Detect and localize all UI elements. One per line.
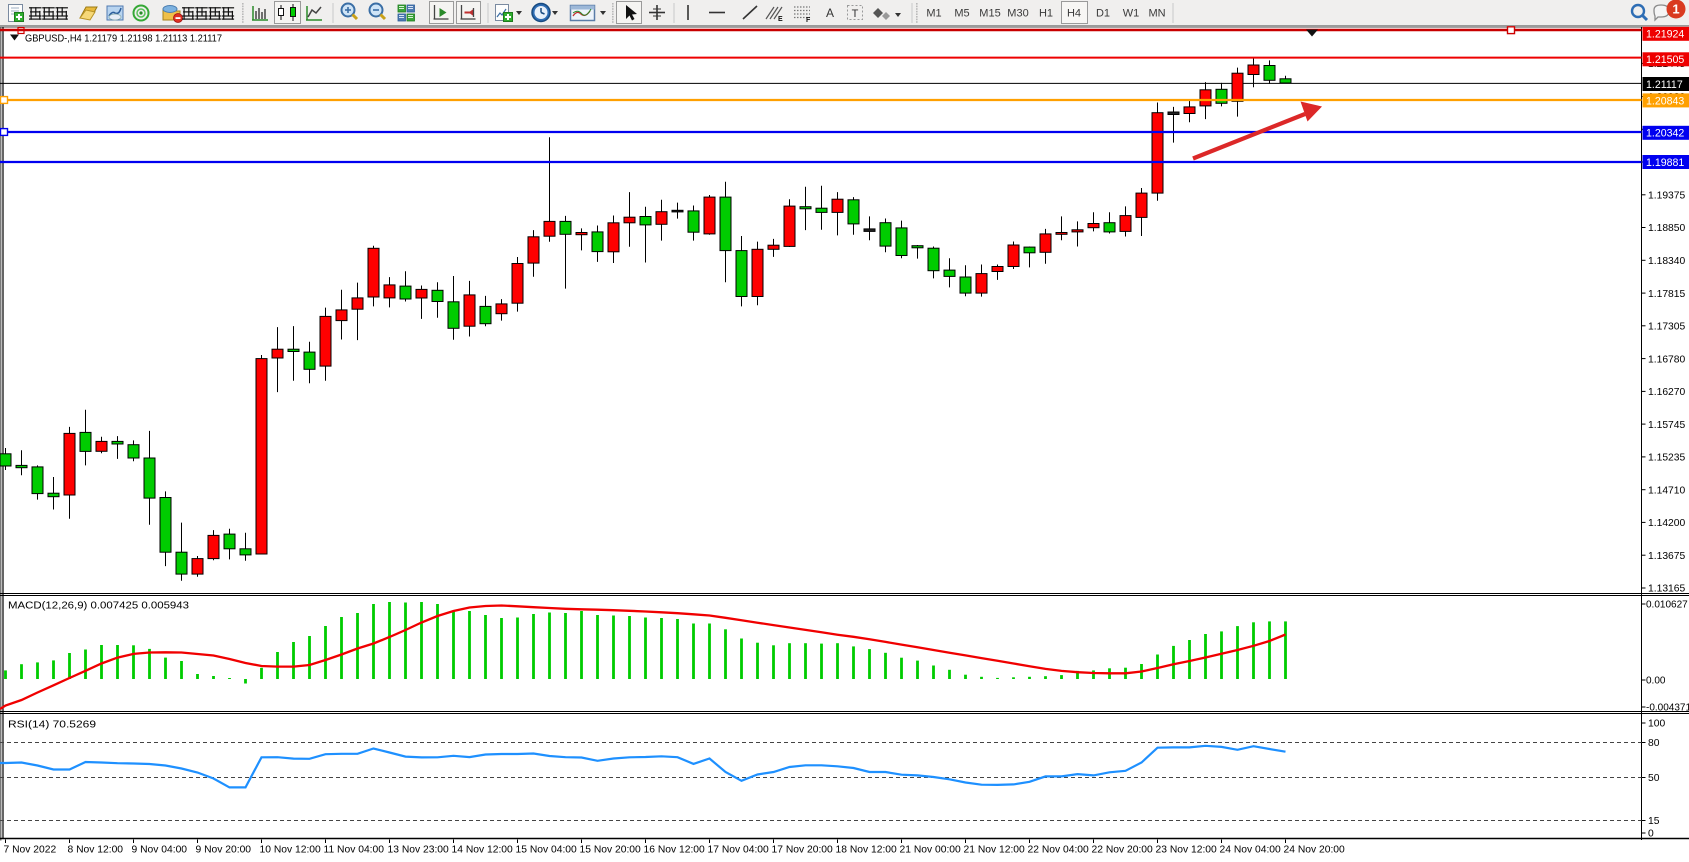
svg-text:9 Nov 04:00: 9 Nov 04:00 — [132, 845, 188, 856]
svg-text:17 Nov 20:00: 17 Nov 20:00 — [772, 845, 834, 856]
svg-text:M1: M1 — [926, 8, 941, 20]
svg-text:24 Nov 04:00: 24 Nov 04:00 — [1220, 845, 1282, 856]
svg-text:1.19375: 1.19375 — [1648, 191, 1685, 202]
svg-text:50: 50 — [1648, 773, 1660, 784]
svg-text:24 Nov 20:00: 24 Nov 20:00 — [1284, 845, 1346, 856]
svg-text:80: 80 — [1648, 738, 1660, 749]
svg-text:T: T — [852, 8, 859, 20]
svg-text:1.16780: 1.16780 — [1648, 354, 1685, 365]
svg-text:100: 100 — [1648, 719, 1665, 730]
svg-text:1.18850: 1.18850 — [1648, 223, 1685, 234]
svg-text:10 Nov 12:00: 10 Nov 12:00 — [260, 845, 322, 856]
svg-text:-0.004371: -0.004371 — [1646, 703, 1689, 714]
svg-text:15: 15 — [1648, 816, 1660, 827]
svg-text:0: 0 — [1648, 829, 1654, 840]
svg-text:MN: MN — [1148, 8, 1165, 20]
svg-text:1.19881: 1.19881 — [1646, 157, 1684, 169]
svg-text:1.14200: 1.14200 — [1648, 518, 1685, 529]
svg-text:M15: M15 — [979, 8, 1000, 20]
svg-text:1.15235: 1.15235 — [1648, 453, 1685, 464]
svg-text:GBPUSD-,H4 1.21179 1.21198 1.: GBPUSD-,H4 1.21179 1.21198 1.21113 1.211… — [25, 33, 222, 45]
svg-text:RSI(14) 70.5269: RSI(14) 70.5269 — [8, 719, 96, 731]
svg-text:1.13165: 1.13165 — [1648, 584, 1685, 595]
svg-text:1.21117: 1.21117 — [1646, 79, 1683, 91]
svg-text:7 Nov 2022: 7 Nov 2022 — [4, 845, 57, 856]
svg-text:1.18340: 1.18340 — [1648, 256, 1685, 267]
svg-text:MACD(12,26,9) 0.007425 0.00594: MACD(12,26,9) 0.007425 0.005943 — [8, 600, 189, 612]
svg-text:21 Nov 00:00: 21 Nov 00:00 — [900, 845, 962, 856]
svg-text:11 Nov 04:00: 11 Nov 04:00 — [324, 845, 385, 856]
svg-text:H1: H1 — [1039, 8, 1053, 20]
svg-text:22 Nov 20:00: 22 Nov 20:00 — [1092, 845, 1154, 856]
svg-text:17 Nov 04:00: 17 Nov 04:00 — [708, 845, 770, 856]
svg-text:M30: M30 — [1007, 8, 1028, 20]
svg-text:16 Nov 12:00: 16 Nov 12:00 — [644, 845, 706, 856]
svg-text:21 Nov 12:00: 21 Nov 12:00 — [964, 845, 1026, 856]
svg-text:1.16270: 1.16270 — [1648, 387, 1685, 398]
svg-text:0.010627: 0.010627 — [1646, 600, 1688, 611]
svg-text:1.17815: 1.17815 — [1648, 289, 1685, 300]
svg-text:1: 1 — [1672, 2, 1679, 17]
svg-text:23 Nov 12:00: 23 Nov 12:00 — [1156, 845, 1218, 856]
svg-text:W1: W1 — [1123, 8, 1140, 20]
svg-text:1.20843: 1.20843 — [1646, 95, 1684, 107]
svg-text:E: E — [778, 16, 783, 23]
svg-text:14 Nov 12:00: 14 Nov 12:00 — [452, 845, 514, 856]
svg-text:M5: M5 — [954, 8, 969, 20]
svg-text:18 Nov 12:00: 18 Nov 12:00 — [836, 845, 898, 856]
svg-text:1.14710: 1.14710 — [1648, 485, 1685, 496]
svg-text:1.17305: 1.17305 — [1648, 322, 1685, 333]
svg-text:1.21505: 1.21505 — [1646, 54, 1684, 66]
svg-text:H4: H4 — [1067, 8, 1081, 20]
svg-text:9 Nov 20:00: 9 Nov 20:00 — [196, 845, 252, 856]
svg-text:F: F — [806, 17, 811, 24]
svg-text:A: A — [826, 6, 834, 20]
svg-text:1.20342: 1.20342 — [1646, 128, 1684, 140]
svg-text:0.00: 0.00 — [1646, 676, 1666, 687]
svg-text:1.13675: 1.13675 — [1648, 551, 1685, 562]
svg-text:22 Nov 04:00: 22 Nov 04:00 — [1028, 845, 1090, 856]
svg-text:1.15745: 1.15745 — [1648, 420, 1685, 431]
svg-text:8 Nov 12:00: 8 Nov 12:00 — [68, 845, 124, 856]
svg-text:D1: D1 — [1096, 8, 1110, 20]
svg-text:1.21924: 1.21924 — [1646, 29, 1684, 41]
svg-text:15 Nov 20:00: 15 Nov 20:00 — [580, 845, 642, 856]
svg-text:13 Nov 23:00: 13 Nov 23:00 — [388, 845, 450, 856]
svg-text:15 Nov 04:00: 15 Nov 04:00 — [516, 845, 578, 856]
